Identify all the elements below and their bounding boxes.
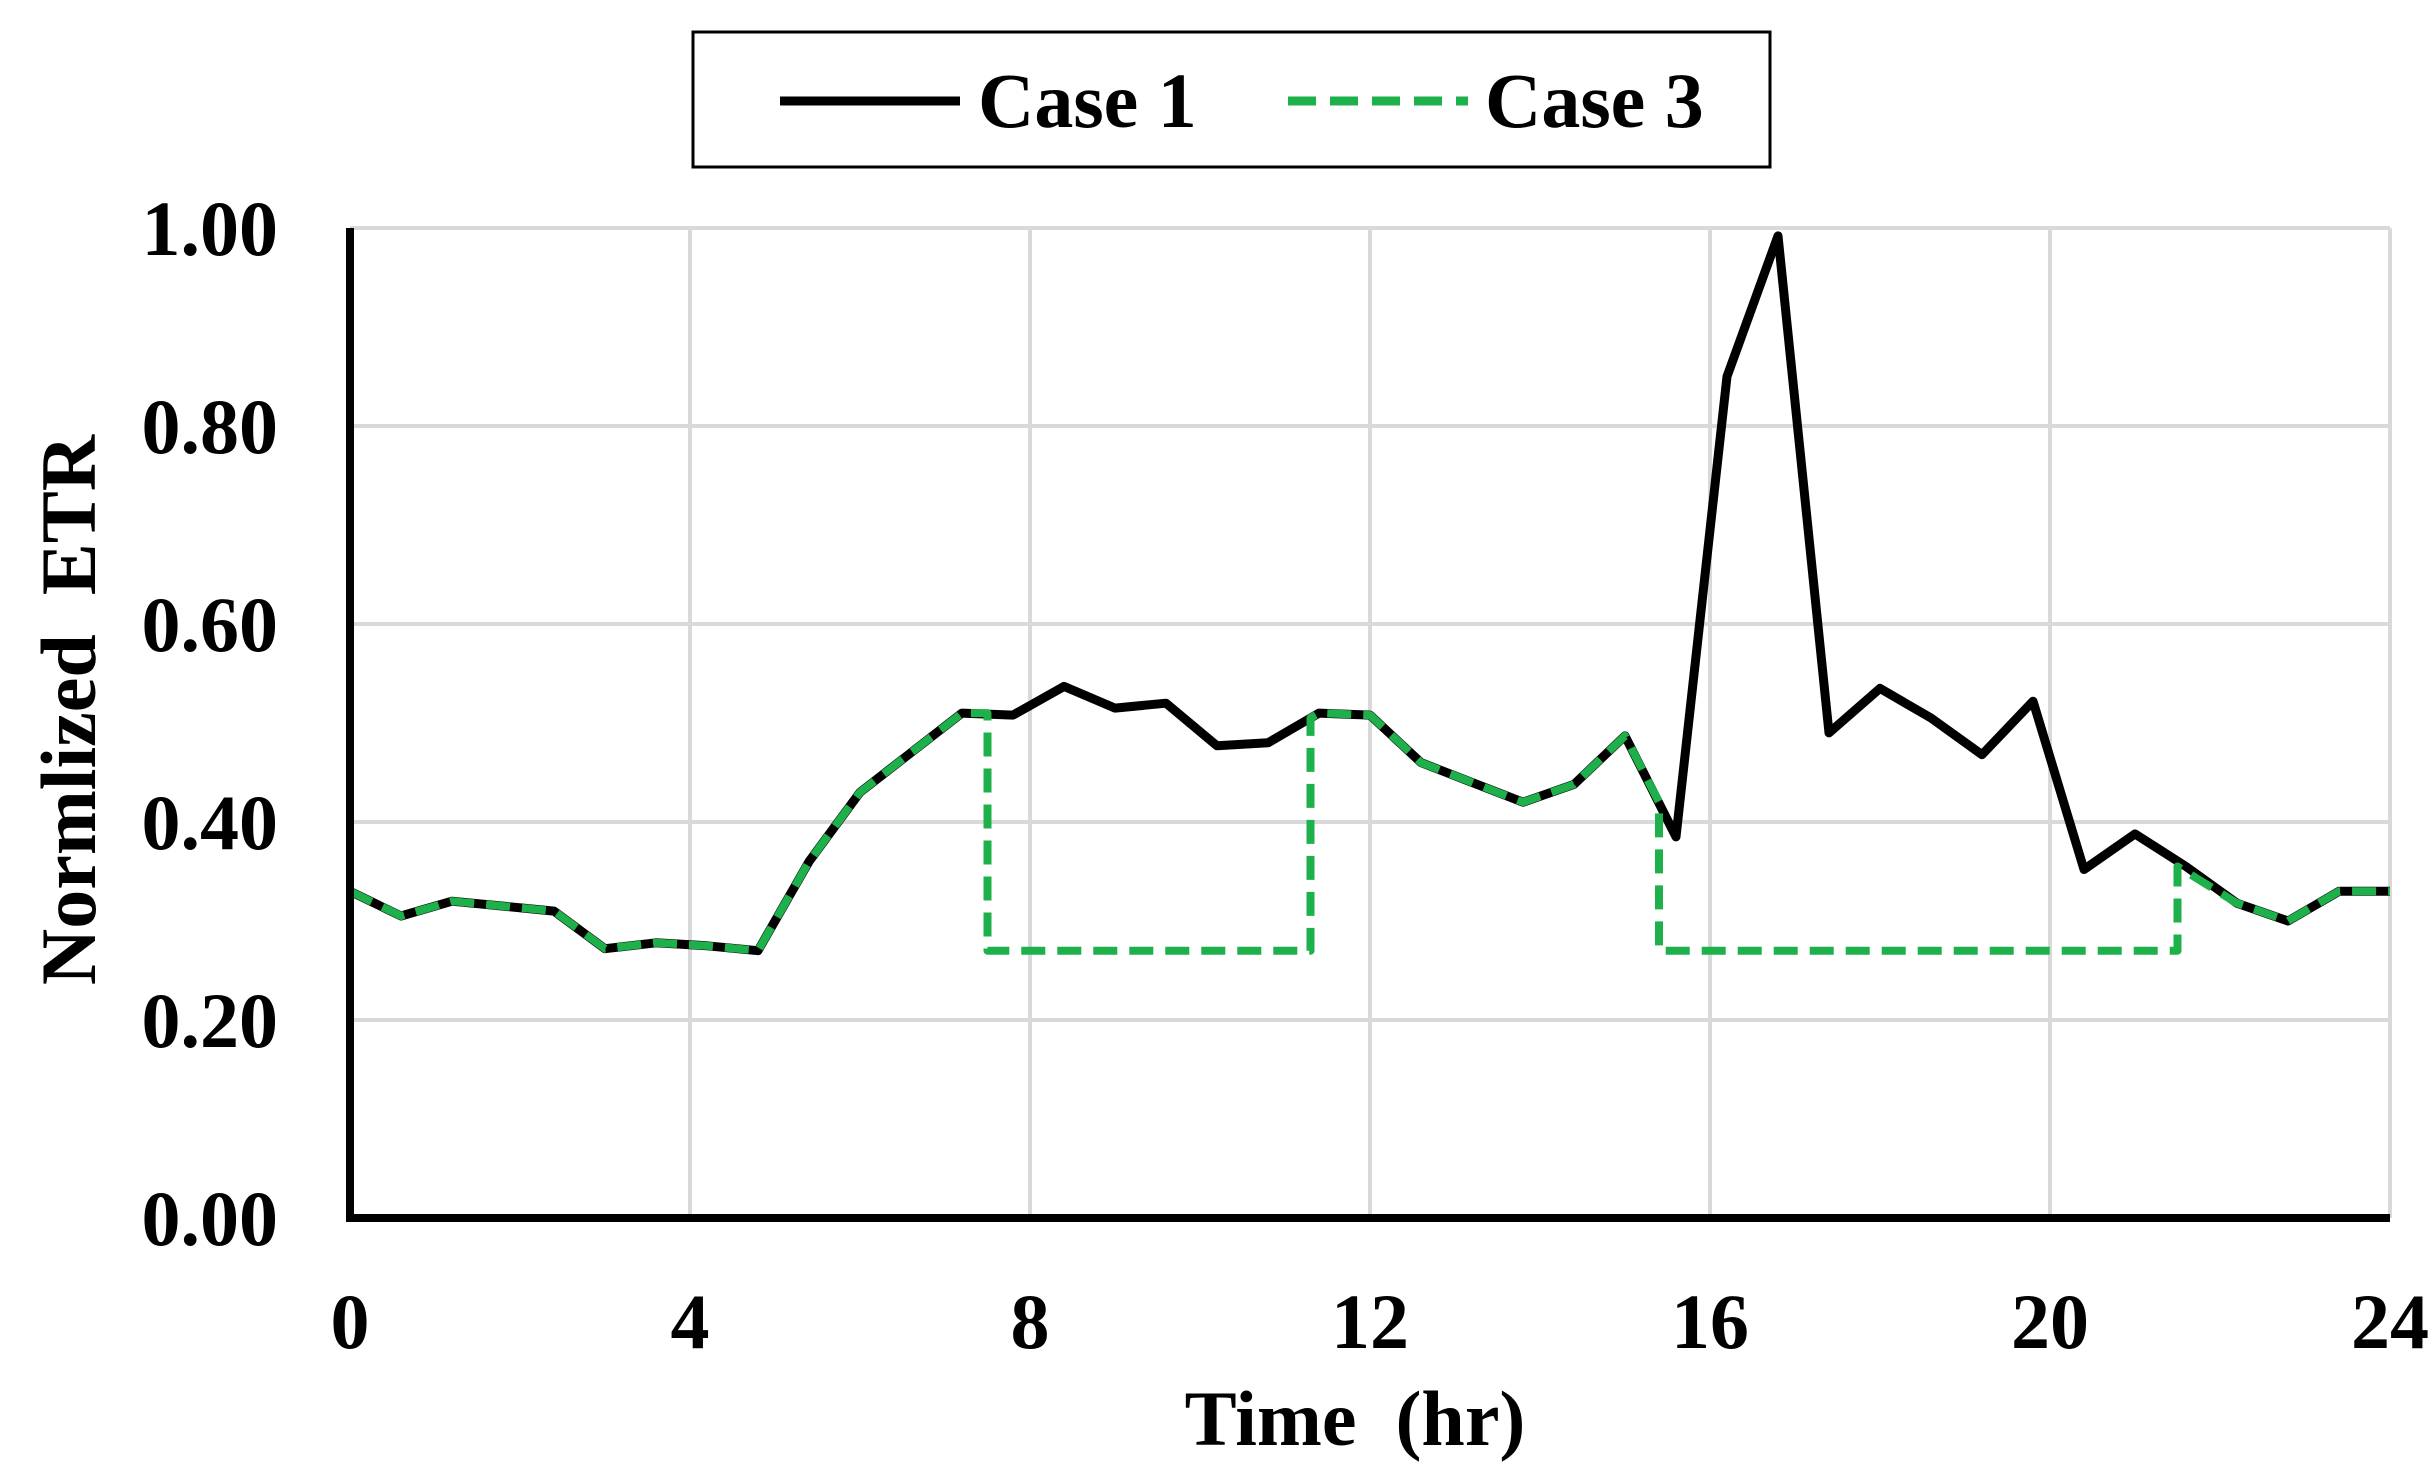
y-tick-label: 0.20 [142, 977, 279, 1064]
y-tick-label: 0.40 [142, 779, 279, 866]
x-tick-label: 20 [2011, 1278, 2089, 1365]
tick-labels: 0.00 0.20 0.40 0.60 0.80 1.00 0 4 8 12 16 20 24 [142, 185, 2430, 1365]
gridlines [350, 226, 2392, 1218]
y-tick-label: 0.00 [142, 1175, 279, 1262]
x-tick-label: 12 [1331, 1278, 1409, 1365]
series-line-case-3 [348, 709, 2390, 955]
legend-label-case-3: Case 3 [1485, 57, 1704, 144]
series-layer [348, 231, 2390, 956]
legend-label-case-1: Case 1 [978, 57, 1197, 144]
y-tick-label: 0.60 [142, 581, 279, 668]
x-tick-label: 4 [671, 1278, 710, 1365]
x-tick-label: 24 [2351, 1278, 2429, 1365]
x-tick-label: 0 [331, 1278, 370, 1365]
y-tick-label: 1.00 [142, 185, 279, 272]
x-axis-label: Time (hr) [1185, 1375, 1526, 1462]
axes [346, 228, 2390, 1222]
legend: Case 1 Case 3 [691, 30, 1772, 169]
x-tick-label: 16 [1671, 1278, 1749, 1365]
x-tick-label: 8 [1011, 1278, 1050, 1365]
y-axis-label: Normlized ETR [25, 433, 112, 985]
y-tick-label: 0.80 [142, 383, 279, 470]
